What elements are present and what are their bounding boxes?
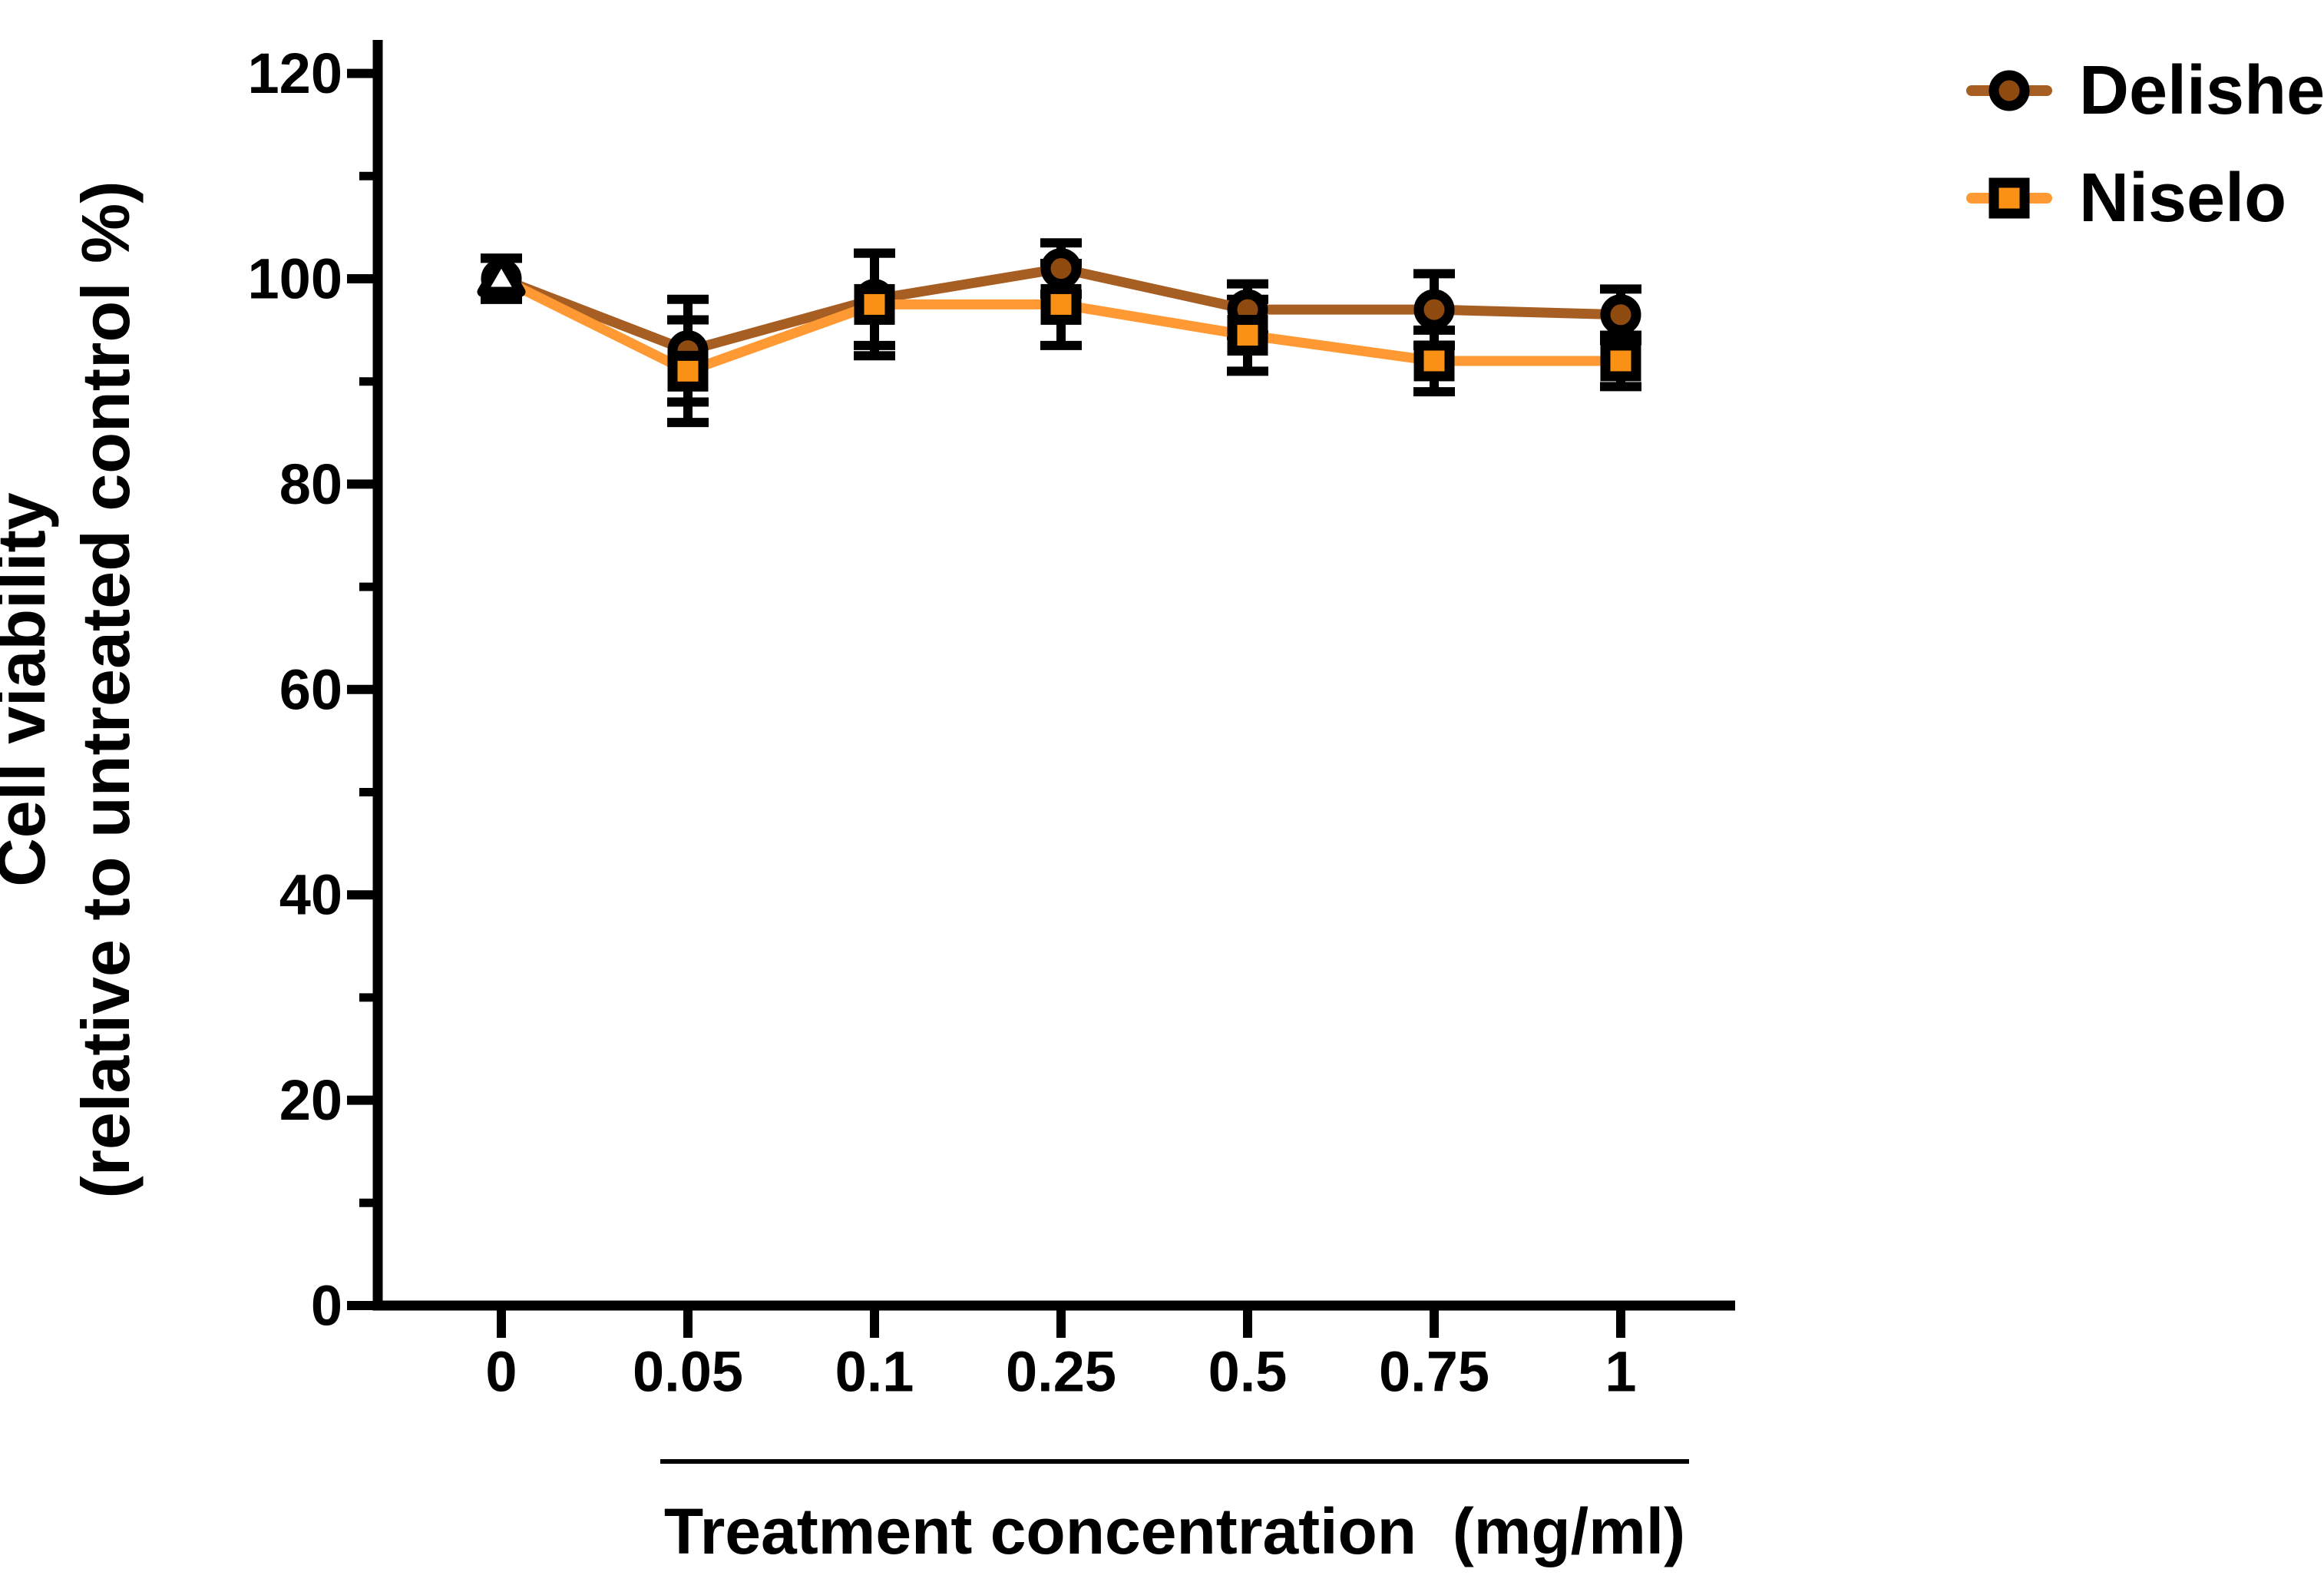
x-tick-label: 0.05	[633, 1340, 743, 1404]
y-tick-label: 80	[279, 452, 342, 516]
y-axis-title-line2: (relative to untreated control %)	[68, 180, 144, 1198]
legend-label-niselo: Niselo	[2079, 160, 2286, 237]
x-tick-label: 0.1	[835, 1340, 914, 1404]
x-tick-label: 0.75	[1379, 1340, 1489, 1404]
x-axis-title: Treatment concentration (mg/ml)	[664, 1495, 1685, 1567]
y-axis-title-line1: Cell viability	[0, 492, 59, 887]
marker-delishe-circle	[1040, 248, 1082, 290]
x-tick-label: 0	[485, 1340, 517, 1404]
y-tick-label: 20	[279, 1068, 342, 1132]
marker-niselo-square	[1227, 315, 1268, 356]
y-tick-label: 100	[248, 247, 342, 311]
marker-niselo-square	[854, 283, 895, 325]
x-tick-label: 1	[1605, 1340, 1636, 1404]
marker-delishe-circle	[1600, 294, 1641, 336]
chart-generated-content: 0 20 40 60 80 100 120 0 0.05 0.1 0.25 0.5 0.75 1	[248, 40, 2052, 1404]
marker-niselo-square	[667, 350, 709, 392]
marker-delishe-circle	[1413, 289, 1455, 330]
y-tick-label: 40	[279, 863, 342, 927]
marker-niselo-square	[1600, 340, 1641, 382]
x-tick-label: 0.25	[1006, 1340, 1116, 1404]
y-tick-label: 60	[279, 657, 342, 721]
marker-niselo-square	[1040, 283, 1082, 325]
y-tick-label: 120	[248, 41, 342, 105]
legend-marker-niselo	[1988, 177, 2030, 219]
marker-niselo-square	[1413, 340, 1455, 382]
y-tick-label: 0	[311, 1274, 342, 1338]
legend-marker-delishe	[1988, 70, 2030, 111]
x-tick-label: 0.5	[1208, 1340, 1288, 1404]
control-triangle-marker	[477, 253, 526, 297]
legend-label-delishe: Delishe	[2079, 52, 2324, 129]
